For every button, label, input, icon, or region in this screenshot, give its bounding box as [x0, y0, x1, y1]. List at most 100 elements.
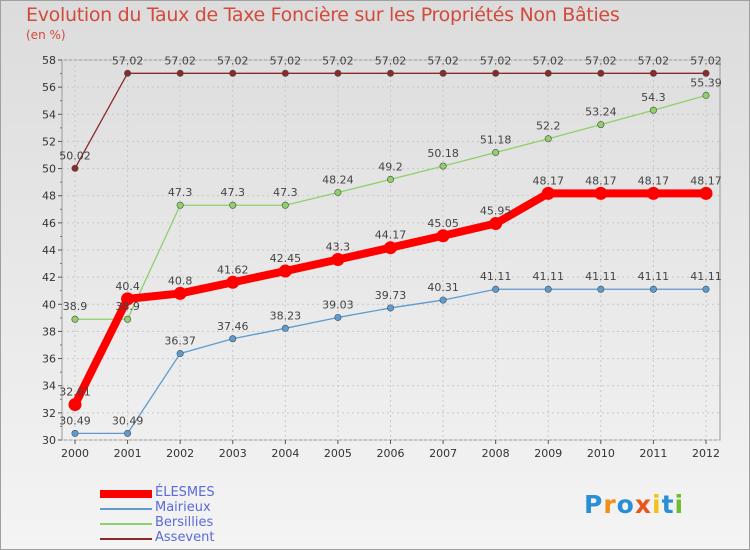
- data-label: 49.2: [378, 160, 403, 173]
- data-point: [492, 149, 500, 157]
- data-point: [176, 69, 184, 77]
- series-0: [68, 186, 713, 412]
- y-tick-label: 30: [42, 434, 56, 447]
- logo-letter: P: [584, 490, 604, 519]
- logo-letter: i: [674, 490, 685, 519]
- data-point: [124, 69, 132, 77]
- y-tick-label: 36: [42, 353, 56, 366]
- data-point: [124, 429, 132, 437]
- data-label: 48.24: [322, 173, 354, 186]
- data-point: [544, 69, 552, 77]
- chart-title: Evolution du Taux de Taxe Foncière sur l…: [26, 4, 620, 26]
- series-1: [71, 285, 710, 437]
- x-tick-label: 2003: [219, 447, 247, 460]
- data-point: [699, 186, 713, 200]
- data-label: 44.17: [375, 229, 407, 242]
- data-point: [384, 241, 397, 255]
- data-label: 41.11: [585, 270, 617, 283]
- data-point: [68, 398, 82, 412]
- x-tick-label: 2011: [639, 447, 667, 460]
- data-label: 41.11: [638, 270, 670, 283]
- data-point: [702, 69, 710, 77]
- data-label: 57.02: [638, 54, 670, 67]
- data-label: 57.02: [164, 54, 196, 67]
- y-tick-label: 46: [42, 217, 56, 230]
- data-point: [229, 69, 237, 77]
- data-label: 41.62: [217, 263, 249, 276]
- y-tick-label: 58: [42, 54, 56, 67]
- data-label: 48.17: [690, 174, 722, 187]
- data-label: 57.02: [533, 54, 565, 67]
- data-point: [281, 69, 289, 77]
- data-label: 57.02: [322, 54, 354, 67]
- data-point: [71, 164, 79, 172]
- legend-label: Mairieux: [155, 500, 211, 515]
- y-tick-label: 38: [42, 325, 56, 338]
- data-point: [226, 275, 240, 289]
- data-label: 57.02: [585, 54, 617, 67]
- data-point: [71, 429, 79, 437]
- logo-letter: r: [603, 490, 617, 519]
- y-tick-label: 50: [42, 163, 56, 176]
- axis-layer: 30 32 34 36 38 40 42 44 46 48 50 52 54 56 58 2000 2001 20…: [42, 54, 720, 460]
- legend-label: Assevent: [155, 530, 215, 545]
- y-axis-unit-label: (en %): [26, 28, 66, 42]
- logo-letter: t: [661, 490, 675, 519]
- data-label: 51.18: [480, 134, 512, 147]
- data-label: 47.3: [168, 186, 193, 199]
- data-label: 47.3: [221, 186, 246, 199]
- x-tick-label: 2006: [377, 447, 405, 460]
- x-tick-label: 2001: [114, 447, 142, 460]
- data-label: 39.73: [375, 289, 407, 302]
- data-point: [229, 201, 237, 209]
- legend-swatch: [100, 508, 152, 510]
- data-label: 41.11: [533, 270, 565, 283]
- data-point: [124, 315, 132, 323]
- data-point: [386, 69, 394, 77]
- y-tick-label: 54: [42, 108, 56, 121]
- grid-layer: [61, 59, 721, 441]
- data-label: 45.05: [427, 217, 459, 230]
- data-label: 38.9: [115, 300, 140, 313]
- data-label: 48.17: [533, 174, 565, 187]
- data-label: 55.39: [690, 76, 722, 89]
- proxiti-logo: Proxiti: [584, 490, 684, 519]
- data-label: 41.11: [690, 270, 722, 283]
- data-point: [646, 186, 660, 200]
- data-label-layer: 32.61 40.4 40.8 41.62 42.45 43.3 44.17 45.05 45.…: [59, 54, 722, 427]
- data-label: 41.11: [480, 270, 512, 283]
- data-label: 36.37: [164, 335, 196, 348]
- data-point: [436, 229, 450, 243]
- data-point: [649, 69, 657, 77]
- data-point: [702, 285, 710, 293]
- y-tick-label: 52: [42, 135, 56, 148]
- data-point: [439, 296, 447, 304]
- data-point: [71, 315, 79, 323]
- data-label: 32.61: [59, 386, 91, 399]
- y-tick-label: 32: [42, 407, 56, 420]
- data-label: 48.17: [585, 174, 617, 187]
- legend-label: Bersillies: [155, 515, 214, 530]
- data-label: 42.45: [270, 252, 302, 265]
- data-label: 37.46: [217, 320, 249, 333]
- data-label: 57.02: [480, 54, 512, 67]
- data-point: [173, 286, 187, 300]
- data-point: [334, 188, 342, 196]
- data-point: [176, 201, 184, 209]
- x-tick-label: 2010: [587, 447, 615, 460]
- data-label: 30.49: [112, 414, 144, 427]
- x-tick-label: 2008: [482, 447, 510, 460]
- series-layer: [68, 69, 713, 437]
- data-label: 57.02: [375, 54, 407, 67]
- data-point: [594, 186, 608, 200]
- y-tick-label: 44: [42, 244, 56, 257]
- data-label: 50.02: [59, 149, 91, 162]
- data-point: [121, 292, 135, 306]
- legend-swatch: [100, 490, 152, 498]
- data-point: [702, 91, 710, 99]
- y-tick-label: 34: [42, 380, 56, 393]
- logo-letter: i: [652, 490, 662, 519]
- data-label: 48.17: [638, 174, 670, 187]
- data-label: 57.02: [270, 54, 302, 67]
